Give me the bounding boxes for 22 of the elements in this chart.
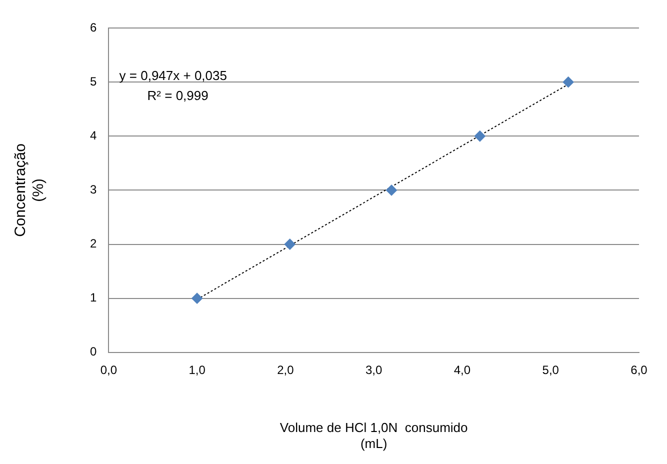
y-tick-label: 4 [90,128,97,142]
x-tick-label: 1,0 [188,362,206,377]
point [474,130,486,142]
x-tick-label: 2,0 [277,362,294,377]
y-tick-label: 2 [90,236,97,251]
point [562,76,574,88]
x-tick-label: 3,0 [365,362,382,377]
y-axis-title: Concentração (%) [12,143,48,237]
x-axis-title: Volume de HCl 1,0N consumido (mL) [280,420,468,451]
x-tick-label: 6,0 [630,362,648,377]
x-tick-label: 0,0 [100,362,118,377]
point [192,292,203,304]
x-tick-label: 4,0 [454,362,471,377]
point [284,238,296,250]
y-tick-label: 3 [90,182,97,197]
y-tick-label: 1 [90,290,97,305]
point [386,184,398,196]
y-tick-label: 5 [90,74,97,88]
y-tick-label: 0 [90,344,97,359]
y-tick-label: 6 [90,20,97,34]
annotation: y = 0,947x + 0,035 R² = 0,999 [119,68,227,103]
x-tick-label: 5,0 [542,362,560,377]
